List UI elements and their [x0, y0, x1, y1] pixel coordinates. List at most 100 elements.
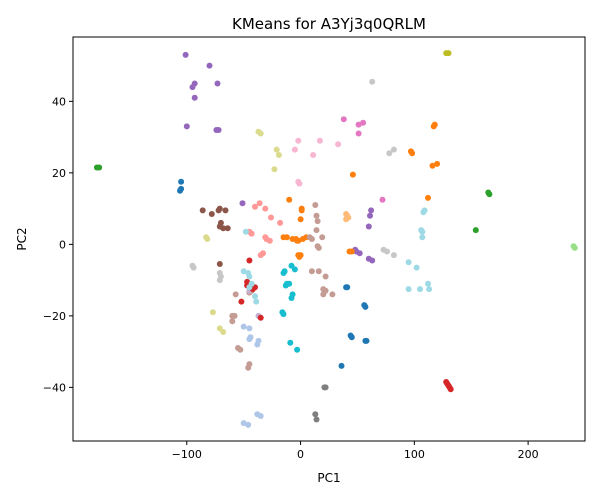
chart-title: KMeans for A3Yj3q0QRLM	[232, 15, 426, 33]
scatter-point-cluster-light_cyan-11	[419, 228, 426, 235]
y-axis-ticks: −40 −20 0 20 40	[43, 95, 73, 394]
scatter-point-cluster-green-4	[472, 227, 479, 234]
scatter-point-cluster-purple-12	[239, 200, 246, 207]
scatter-point-cluster-orange-11	[298, 207, 305, 214]
scatter-point-cluster-purple-9	[367, 212, 373, 219]
y-axis-label: PC2	[15, 227, 29, 250]
plot-area-frame	[72, 36, 586, 442]
scatter-point-cluster-light_red-5	[248, 230, 255, 237]
scatter-point-cluster-red-6	[246, 257, 253, 264]
scatter-point-cluster-light_gray-4	[190, 264, 197, 271]
scatter-point-cluster-light_brown-4	[313, 212, 320, 219]
scatter-point-cluster-olive-1	[445, 50, 452, 57]
scatter-point-cluster-purple-14	[369, 257, 376, 264]
scatter-point-cluster-cyan-11	[287, 339, 294, 346]
scatter-point-cluster-cyan-12	[294, 346, 301, 353]
scatter-point-cluster-light_brown-9	[306, 234, 313, 241]
scatter-point-cluster-pink-4	[379, 196, 386, 203]
scatter-point-cluster-cyan-1	[281, 268, 288, 275]
scatter-point-cluster-light_gray-1	[386, 150, 393, 157]
scatter-point-cluster-light_cyan-16	[426, 286, 433, 293]
scatter-point-cluster-light_cyan-6	[252, 293, 258, 300]
scatter-point-cluster-light_cyan-0	[242, 228, 249, 235]
scatter-point-cluster-blue-10	[363, 337, 370, 344]
scatter-point-cluster-gray-1	[322, 384, 329, 391]
scatter-point-cluster-red-12	[447, 386, 454, 393]
scatter-point-cluster-brown-8	[224, 225, 231, 232]
scatter-point-cluster-light_brown-23	[320, 291, 327, 298]
scatter-point-cluster-pink-0	[340, 116, 347, 123]
scatter-point-cluster-red-7	[257, 314, 264, 321]
scatter-point-cluster-light_blue-1	[246, 325, 253, 332]
x-tick-label: 200	[518, 448, 539, 461]
scatter-point-cluster-green-1	[96, 164, 103, 171]
scatter-point-cluster-orange-7	[425, 194, 431, 201]
scatter-point-cluster-light_gray-9	[384, 248, 390, 255]
scatter-point-cluster-pink-3	[355, 130, 362, 137]
scatter-point-cluster-orange-8	[286, 196, 293, 203]
scatter-point-cluster-light_brown-24	[329, 291, 336, 298]
scatter-point-cluster-orange-24	[346, 248, 353, 255]
scatter-point-cluster-light_red-2	[262, 205, 269, 212]
y-tick-label: −20	[43, 310, 66, 323]
scatter-point-cluster-purple-3	[189, 84, 196, 91]
x-tick-label: 0	[297, 448, 304, 461]
scatter-point-cluster-blue-4	[344, 284, 351, 291]
scatter-point-cluster-orange-3	[409, 150, 416, 157]
scatter-point-cluster-light_brown-25	[229, 312, 236, 319]
scatter-point-cluster-light_cyan-18	[417, 286, 423, 293]
scatter-point-cluster-light_olive-9	[220, 329, 227, 335]
scatter-point-cluster-gray-3	[313, 416, 320, 423]
scatter-point-cluster-light_blue-0	[240, 323, 247, 330]
scatter-point-cluster-light_olive-4	[271, 166, 278, 173]
scatter-point-cluster-light_olive-6	[204, 236, 211, 242]
scatter-point-cluster-light_pink-3	[316, 137, 323, 144]
y-tick-label: 20	[52, 167, 66, 180]
scatter-point-cluster-cyan-3	[291, 266, 298, 273]
scatter-point-cluster-light_gray-10	[390, 252, 397, 259]
scatter-point-cluster-purple-16	[356, 250, 363, 257]
y-tick-label: −40	[43, 381, 66, 394]
scatter-point-cluster-cyan-8	[288, 295, 295, 301]
scatter-point-cluster-red-0	[238, 298, 245, 305]
scatter-point-cluster-light_olive-1	[255, 128, 262, 135]
scatter-point-cluster-orange-5	[429, 162, 436, 169]
y-tick-label: 0	[59, 238, 66, 251]
scatter-point-cluster-light_pink-2	[310, 152, 317, 158]
scatter-point-cluster-light_red-11	[277, 219, 284, 226]
scatter-point-cluster-light_olive-7	[209, 309, 216, 316]
scatter-point-cluster-light_cyan-15	[425, 280, 431, 287]
scatter-point-cluster-light_pink-0	[295, 137, 302, 144]
scatter-point-cluster-green-3	[486, 191, 493, 198]
scatter-point-cluster-light_gray-2	[390, 146, 397, 153]
scatter-point-cluster-light_gray-7	[216, 277, 223, 284]
scatter-point-cluster-brown-3	[222, 207, 229, 214]
scatter-point-cluster-orange-17	[294, 237, 301, 244]
scatter-point-cluster-light_pink-4	[335, 141, 342, 148]
scatter-point-cluster-cyan-6	[286, 280, 293, 287]
y-tick-label: 40	[52, 95, 66, 108]
scatter-point-cluster-purple-5	[191, 94, 198, 101]
scatter-point-cluster-light_gray-0	[369, 78, 376, 85]
scatter-point-cluster-light_red-0	[252, 203, 258, 210]
scatter-point-cluster-purple-6	[183, 123, 190, 130]
scatter-point-cluster-light_red-10	[260, 250, 266, 257]
scatter-point-cluster-orange-22	[297, 252, 304, 259]
scatter-point-cluster-light_red-8	[266, 237, 273, 244]
scatter-point-cluster-light_brown-11	[315, 244, 322, 251]
scatter-point-cluster-orange-4	[349, 171, 356, 178]
scatter-point-cluster-light_red-1	[256, 200, 263, 207]
scatter-point-cluster-light_cyan-7	[253, 298, 260, 305]
scatter-point-cluster-light_olive-2	[273, 146, 280, 153]
x-axis-label: PC1	[317, 471, 340, 485]
scatter-point-cluster-light_green-1	[571, 244, 578, 251]
x-axis-ticks: −100 0 100 200	[172, 441, 539, 461]
scatter-point-cluster-light_brown-20	[322, 273, 329, 280]
scatter-point-cluster-light_olive-3	[275, 152, 282, 158]
scatter-point-cluster-light_brown-15	[237, 346, 244, 353]
scatter-point-cluster-blue-11	[338, 362, 345, 369]
scatter-point-cluster-light_blue-3	[246, 336, 253, 343]
scatter-point-cluster-orange-10	[297, 216, 304, 223]
scatter-point-cluster-blue-2	[177, 187, 183, 194]
scatter-point-cluster-brown-1	[208, 211, 215, 217]
